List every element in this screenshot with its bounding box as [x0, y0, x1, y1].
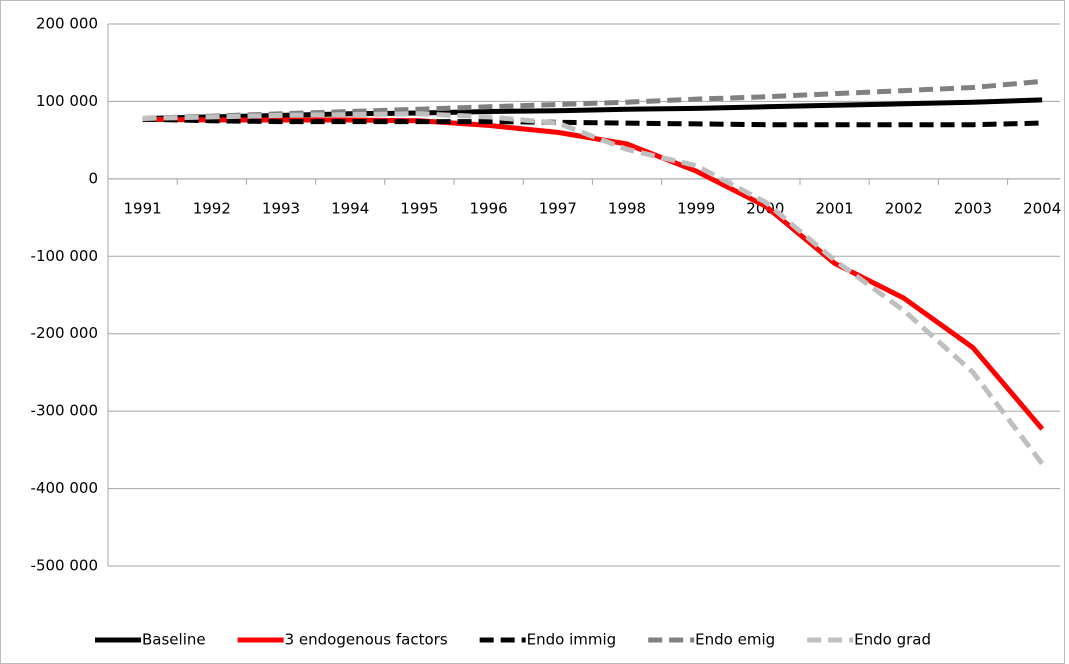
- y-tick-label: 100 000: [36, 92, 98, 110]
- y-tick-label: 0: [88, 169, 98, 187]
- series-line: [142, 116, 1043, 128]
- legend-label: Endo grad: [854, 631, 931, 649]
- x-tick-label: 2001: [816, 199, 854, 217]
- legend-label: Baseline: [142, 631, 206, 649]
- x-tick-label: 1991: [124, 199, 162, 217]
- x-tick-label: 2003: [954, 199, 992, 217]
- x-tick-label: 2002: [885, 199, 923, 217]
- y-tick-label: -400 000: [31, 479, 98, 497]
- x-tick-label: 1994: [331, 199, 369, 217]
- x-tick-label: 1992: [193, 199, 231, 217]
- x-tick-label: 2004: [1023, 199, 1061, 217]
- x-tick-label: 1993: [262, 199, 300, 217]
- x-tick-label: 1999: [677, 199, 715, 217]
- x-tick-label: 1995: [400, 199, 438, 217]
- y-tick-label: -500 000: [31, 557, 98, 575]
- y-tick-label: -100 000: [31, 247, 98, 265]
- x-tick-label: 1998: [608, 199, 646, 217]
- legend-label: Endo immig: [527, 631, 617, 649]
- x-tick-label: 1996: [470, 199, 508, 217]
- series-line: [142, 111, 1045, 466]
- x-tick-label: 1997: [539, 199, 577, 217]
- legend-label: Endo emig: [695, 631, 775, 649]
- y-tick-label: -300 000: [31, 402, 98, 420]
- legend-label: 3 endogenous factors: [285, 631, 448, 649]
- y-tick-label: 200 000: [36, 15, 98, 33]
- y-tick-label: -200 000: [31, 324, 98, 342]
